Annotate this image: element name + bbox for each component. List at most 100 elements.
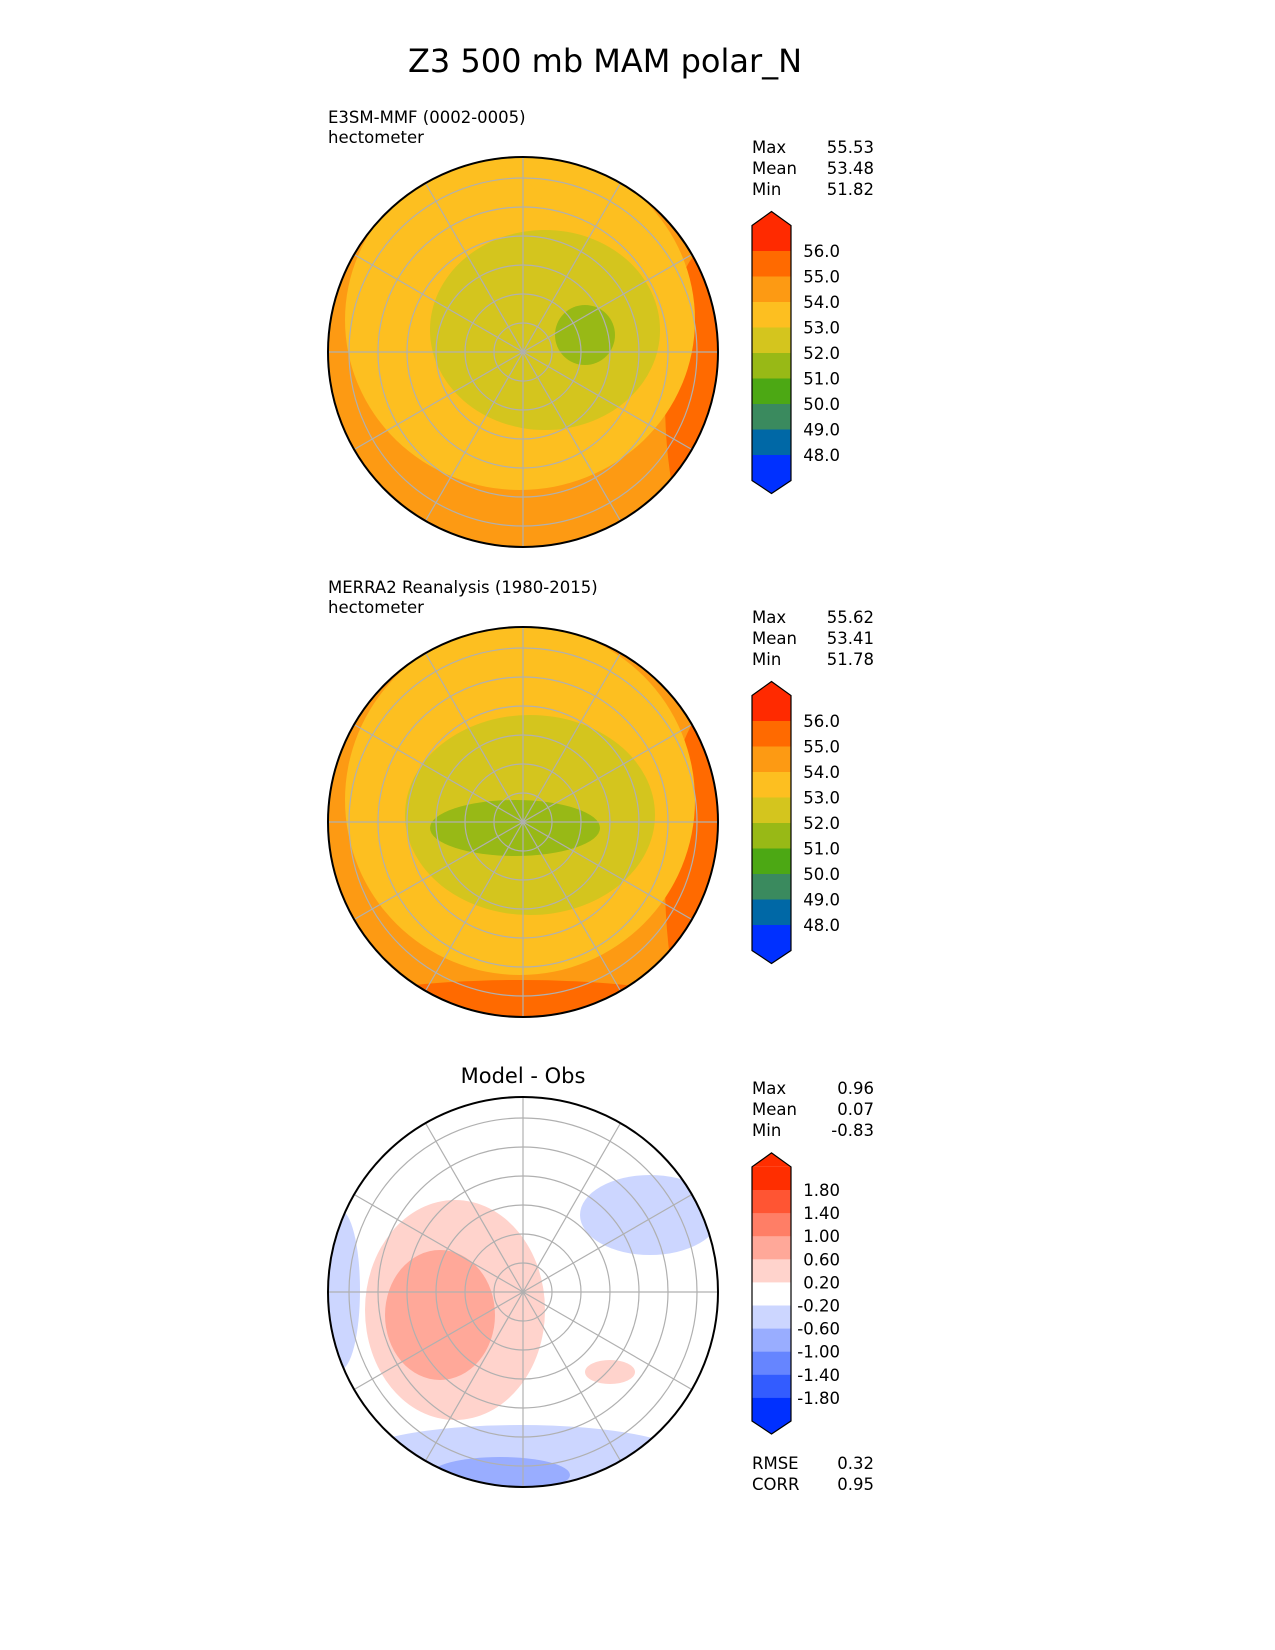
colorbar-band	[752, 772, 791, 798]
colorbar-tick-label: 1.00	[803, 1227, 840, 1246]
colorbar-tick-label: 0.60	[803, 1250, 840, 1269]
colorbar-band	[752, 695, 791, 722]
colorbar-extend-max	[752, 1152, 791, 1167]
colorbar-band	[752, 823, 791, 849]
colorbar-extend-min	[752, 480, 791, 494]
metric-value: 0.32	[837, 1454, 874, 1473]
test-map	[328, 157, 718, 547]
longitude-line	[522, 1193, 693, 1293]
colorbar-band	[752, 797, 791, 824]
longitude-line	[522, 182, 622, 353]
stat-value: -0.83	[831, 1121, 874, 1140]
colorbar-tick-label: -1.40	[797, 1366, 840, 1385]
colorbar-band	[752, 1282, 791, 1306]
ref-panel-label: MERRA2 Reanalysis (1980-2015) hectometer	[328, 578, 598, 618]
colorbar-band	[752, 378, 791, 405]
stat-label: Min	[752, 180, 782, 199]
colorbar-tick-label: 55.0	[803, 268, 840, 287]
colorbar-tick-label: 50.0	[803, 395, 840, 414]
longitude-line	[522, 351, 693, 451]
longitude-line	[424, 1291, 524, 1462]
colorbar-band	[752, 455, 791, 481]
colorbar-outline	[751, 1152, 792, 1435]
colorbar-tick-label: 50.0	[803, 865, 840, 884]
metric-value: 0.95	[837, 1475, 874, 1494]
stat-label: Max	[752, 1079, 787, 1098]
longitude-line	[522, 1122, 622, 1293]
colorbar-band	[752, 429, 791, 456]
colorbar-tick-label: 49.0	[803, 891, 840, 910]
colorbar-band	[752, 1236, 791, 1260]
colorbar-band	[752, 276, 791, 303]
longitude-line	[353, 1291, 524, 1391]
test-panel-label: E3SM-MMF (0002-0005) hectometer	[328, 108, 526, 148]
colorbar-band	[752, 327, 791, 354]
longitude-line	[353, 821, 524, 921]
stat-value: 53.48	[826, 159, 874, 178]
longitude-line	[522, 652, 622, 823]
metric-label: RMSE	[752, 1454, 799, 1473]
stat-label: Min	[752, 1121, 782, 1140]
colorbar-tick-label: 51.0	[803, 370, 840, 389]
diff-stats: Max 0.96 Mean 0.07 Min -0.83	[752, 1078, 874, 1141]
stat-value: 0.07	[837, 1100, 874, 1119]
longitude-line	[424, 351, 524, 522]
colorbar: 56.0 55.0 54.0 53.0 52.0 51.0 50.0 49.0 48.0	[751, 210, 840, 495]
stat-label: Mean	[752, 629, 797, 648]
colorbar-tick-label: 53.0	[803, 319, 840, 338]
colorbar-band	[752, 1351, 791, 1376]
colorbar-band	[752, 1374, 791, 1399]
colorbar-outline	[751, 210, 792, 495]
colorbar-extend-max	[752, 681, 791, 696]
longitude-line	[522, 253, 693, 353]
colorbar-band	[752, 1166, 791, 1191]
colorbar-extend-max	[752, 211, 791, 226]
stat-label: Max	[752, 608, 787, 627]
longitude-line	[353, 253, 524, 353]
metric-label: CORR	[752, 1475, 800, 1494]
colorbar-band	[752, 721, 791, 747]
ref-stats: Max 55.62 Mean 53.41 Min 51.78	[752, 607, 874, 670]
longitude-line	[353, 723, 524, 823]
colorbar-band	[752, 874, 791, 900]
longitude-line	[424, 821, 524, 992]
colorbar-band	[752, 302, 791, 328]
colorbar-tick-label: 1.40	[803, 1204, 840, 1223]
longitude-line	[424, 182, 524, 353]
colorbar-band	[752, 746, 791, 773]
longitude-line	[353, 351, 524, 451]
ref-units: hectometer	[328, 598, 424, 617]
stat-value: 53.41	[826, 629, 874, 648]
map-boundary	[327, 156, 719, 548]
colorbar-tick-label: 52.0	[803, 814, 840, 833]
colorbar-tick-label: 56.0	[803, 712, 840, 731]
colorbar-band	[752, 1259, 791, 1283]
stat-label: Mean	[752, 1100, 797, 1119]
stat-value: 51.78	[826, 650, 874, 669]
colorbar-tick-label: 55.0	[803, 738, 840, 757]
stat-value: 0.96	[837, 1079, 874, 1098]
colorbar-band	[752, 1397, 791, 1422]
colorbar-tick-label: 51.0	[803, 840, 840, 859]
colorbar-tick-label: -0.60	[797, 1320, 840, 1339]
test-units: hectometer	[328, 128, 424, 147]
colorbar-band	[752, 899, 791, 926]
graticule	[327, 156, 719, 548]
map-boundary	[327, 1096, 719, 1488]
test-name: E3SM-MMF (0002-0005)	[328, 108, 526, 127]
colorbar-band	[752, 251, 791, 277]
map-boundary	[327, 626, 719, 1018]
longitude-line	[522, 1291, 693, 1391]
colorbar-tick-label: -1.00	[797, 1343, 840, 1362]
colorbar-band	[752, 404, 791, 430]
colorbar-band	[752, 1328, 791, 1353]
colorbar-tick-label: 0.20	[803, 1273, 840, 1292]
longitude-line	[522, 723, 693, 823]
colorbar-tick-label: -1.80	[797, 1389, 840, 1408]
colorbar-band	[752, 1213, 791, 1237]
colorbar-tick-label: 54.0	[803, 293, 840, 312]
colorbar-tick-label: 54.0	[803, 763, 840, 782]
colorbar-band	[752, 353, 791, 379]
longitude-line	[424, 1122, 524, 1293]
